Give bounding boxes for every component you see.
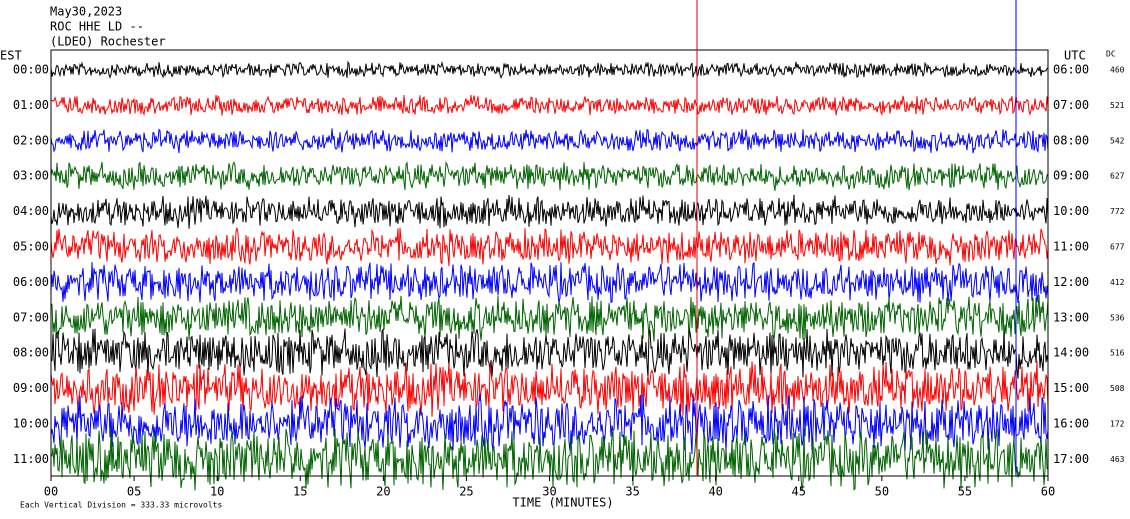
seismic-trace — [50, 360, 1049, 417]
x-tick-label: 00 — [44, 485, 58, 499]
x-tick-label: 10 — [210, 485, 224, 499]
est-label: 07:00 — [13, 310, 49, 324]
seismic-trace — [50, 428, 1049, 492]
est-label: 08:00 — [13, 346, 49, 360]
network: (LDEO) Rochester — [50, 35, 166, 49]
utc-label: 15:00 — [1053, 381, 1089, 395]
x-tick-label: 50 — [875, 485, 889, 499]
x-tick-label: 05 — [127, 485, 141, 499]
utc-label: 08:00 — [1053, 133, 1089, 147]
utc-label: 17:00 — [1053, 452, 1089, 466]
x-tick-label: 60 — [1041, 485, 1055, 499]
seismic-trace — [50, 294, 1049, 342]
utc-label: 16:00 — [1053, 417, 1089, 431]
dc-value: 172 — [1110, 420, 1125, 429]
dc-value: 521 — [1110, 101, 1125, 110]
dc-value: 460 — [1110, 66, 1125, 75]
x-tick-label: 35 — [625, 485, 639, 499]
utc-label: 10:00 — [1053, 204, 1089, 218]
utc-label: 06:00 — [1053, 63, 1089, 77]
date: May30,2023 — [50, 5, 122, 19]
est-label: 09:00 — [13, 381, 49, 395]
seismic-trace — [50, 328, 1049, 379]
utc-label: 07:00 — [1053, 98, 1089, 112]
utc-label: 09:00 — [1053, 169, 1089, 183]
utc-label: 12:00 — [1053, 275, 1089, 289]
dc-value: 536 — [1110, 313, 1125, 322]
dc-value: 508 — [1110, 384, 1125, 393]
est-label: 00:00 — [13, 63, 49, 77]
seismic-trace — [50, 128, 1049, 154]
seismic-trace — [50, 94, 1049, 117]
x-tick-label: 15 — [293, 485, 307, 499]
utc-label: 11:00 — [1053, 240, 1089, 254]
seismic-trace — [50, 261, 1049, 304]
est-title: EST — [0, 49, 22, 63]
x-tick-label: 45 — [792, 485, 806, 499]
est-label: 06:00 — [13, 275, 49, 289]
x-tick-label: 55 — [958, 485, 972, 499]
seismic-trace — [50, 161, 1049, 191]
seismic-trace — [50, 60, 1049, 80]
dc-value: 516 — [1110, 349, 1125, 358]
utc-label: 13:00 — [1053, 310, 1089, 324]
seismic-trace — [50, 194, 1049, 229]
seismic-trace — [50, 227, 1049, 267]
dc-title: DC — [1106, 50, 1116, 59]
x-axis-title: TIME (MINUTES) — [512, 496, 613, 510]
est-label: 02:00 — [13, 133, 49, 147]
est-label: 03:00 — [13, 169, 49, 183]
seismic-trace — [50, 393, 1049, 455]
footer-note: Each Vertical Division = 333.33 microvol… — [20, 501, 222, 510]
x-tick-label: 25 — [459, 485, 473, 499]
est-label: 04:00 — [13, 204, 49, 218]
dc-value: 772 — [1110, 207, 1125, 216]
dc-value: 677 — [1110, 243, 1125, 252]
x-tick-label: 20 — [376, 485, 390, 499]
est-label: 05:00 — [13, 240, 49, 254]
x-tick-label: 40 — [708, 485, 722, 499]
dc-value: 463 — [1110, 455, 1125, 464]
dc-value: 627 — [1110, 172, 1125, 181]
est-label: 11:00 — [13, 452, 49, 466]
dc-value: 542 — [1110, 136, 1125, 145]
traces — [50, 60, 1049, 492]
x-tick-label: 30 — [542, 485, 556, 499]
dc-value: 412 — [1110, 278, 1125, 287]
station: ROC HHE LD -- — [50, 20, 144, 34]
est-label: 10:00 — [13, 417, 49, 431]
est-label: 01:00 — [13, 98, 49, 112]
utc-title: UTC — [1064, 49, 1086, 63]
utc-label: 14:00 — [1053, 346, 1089, 360]
